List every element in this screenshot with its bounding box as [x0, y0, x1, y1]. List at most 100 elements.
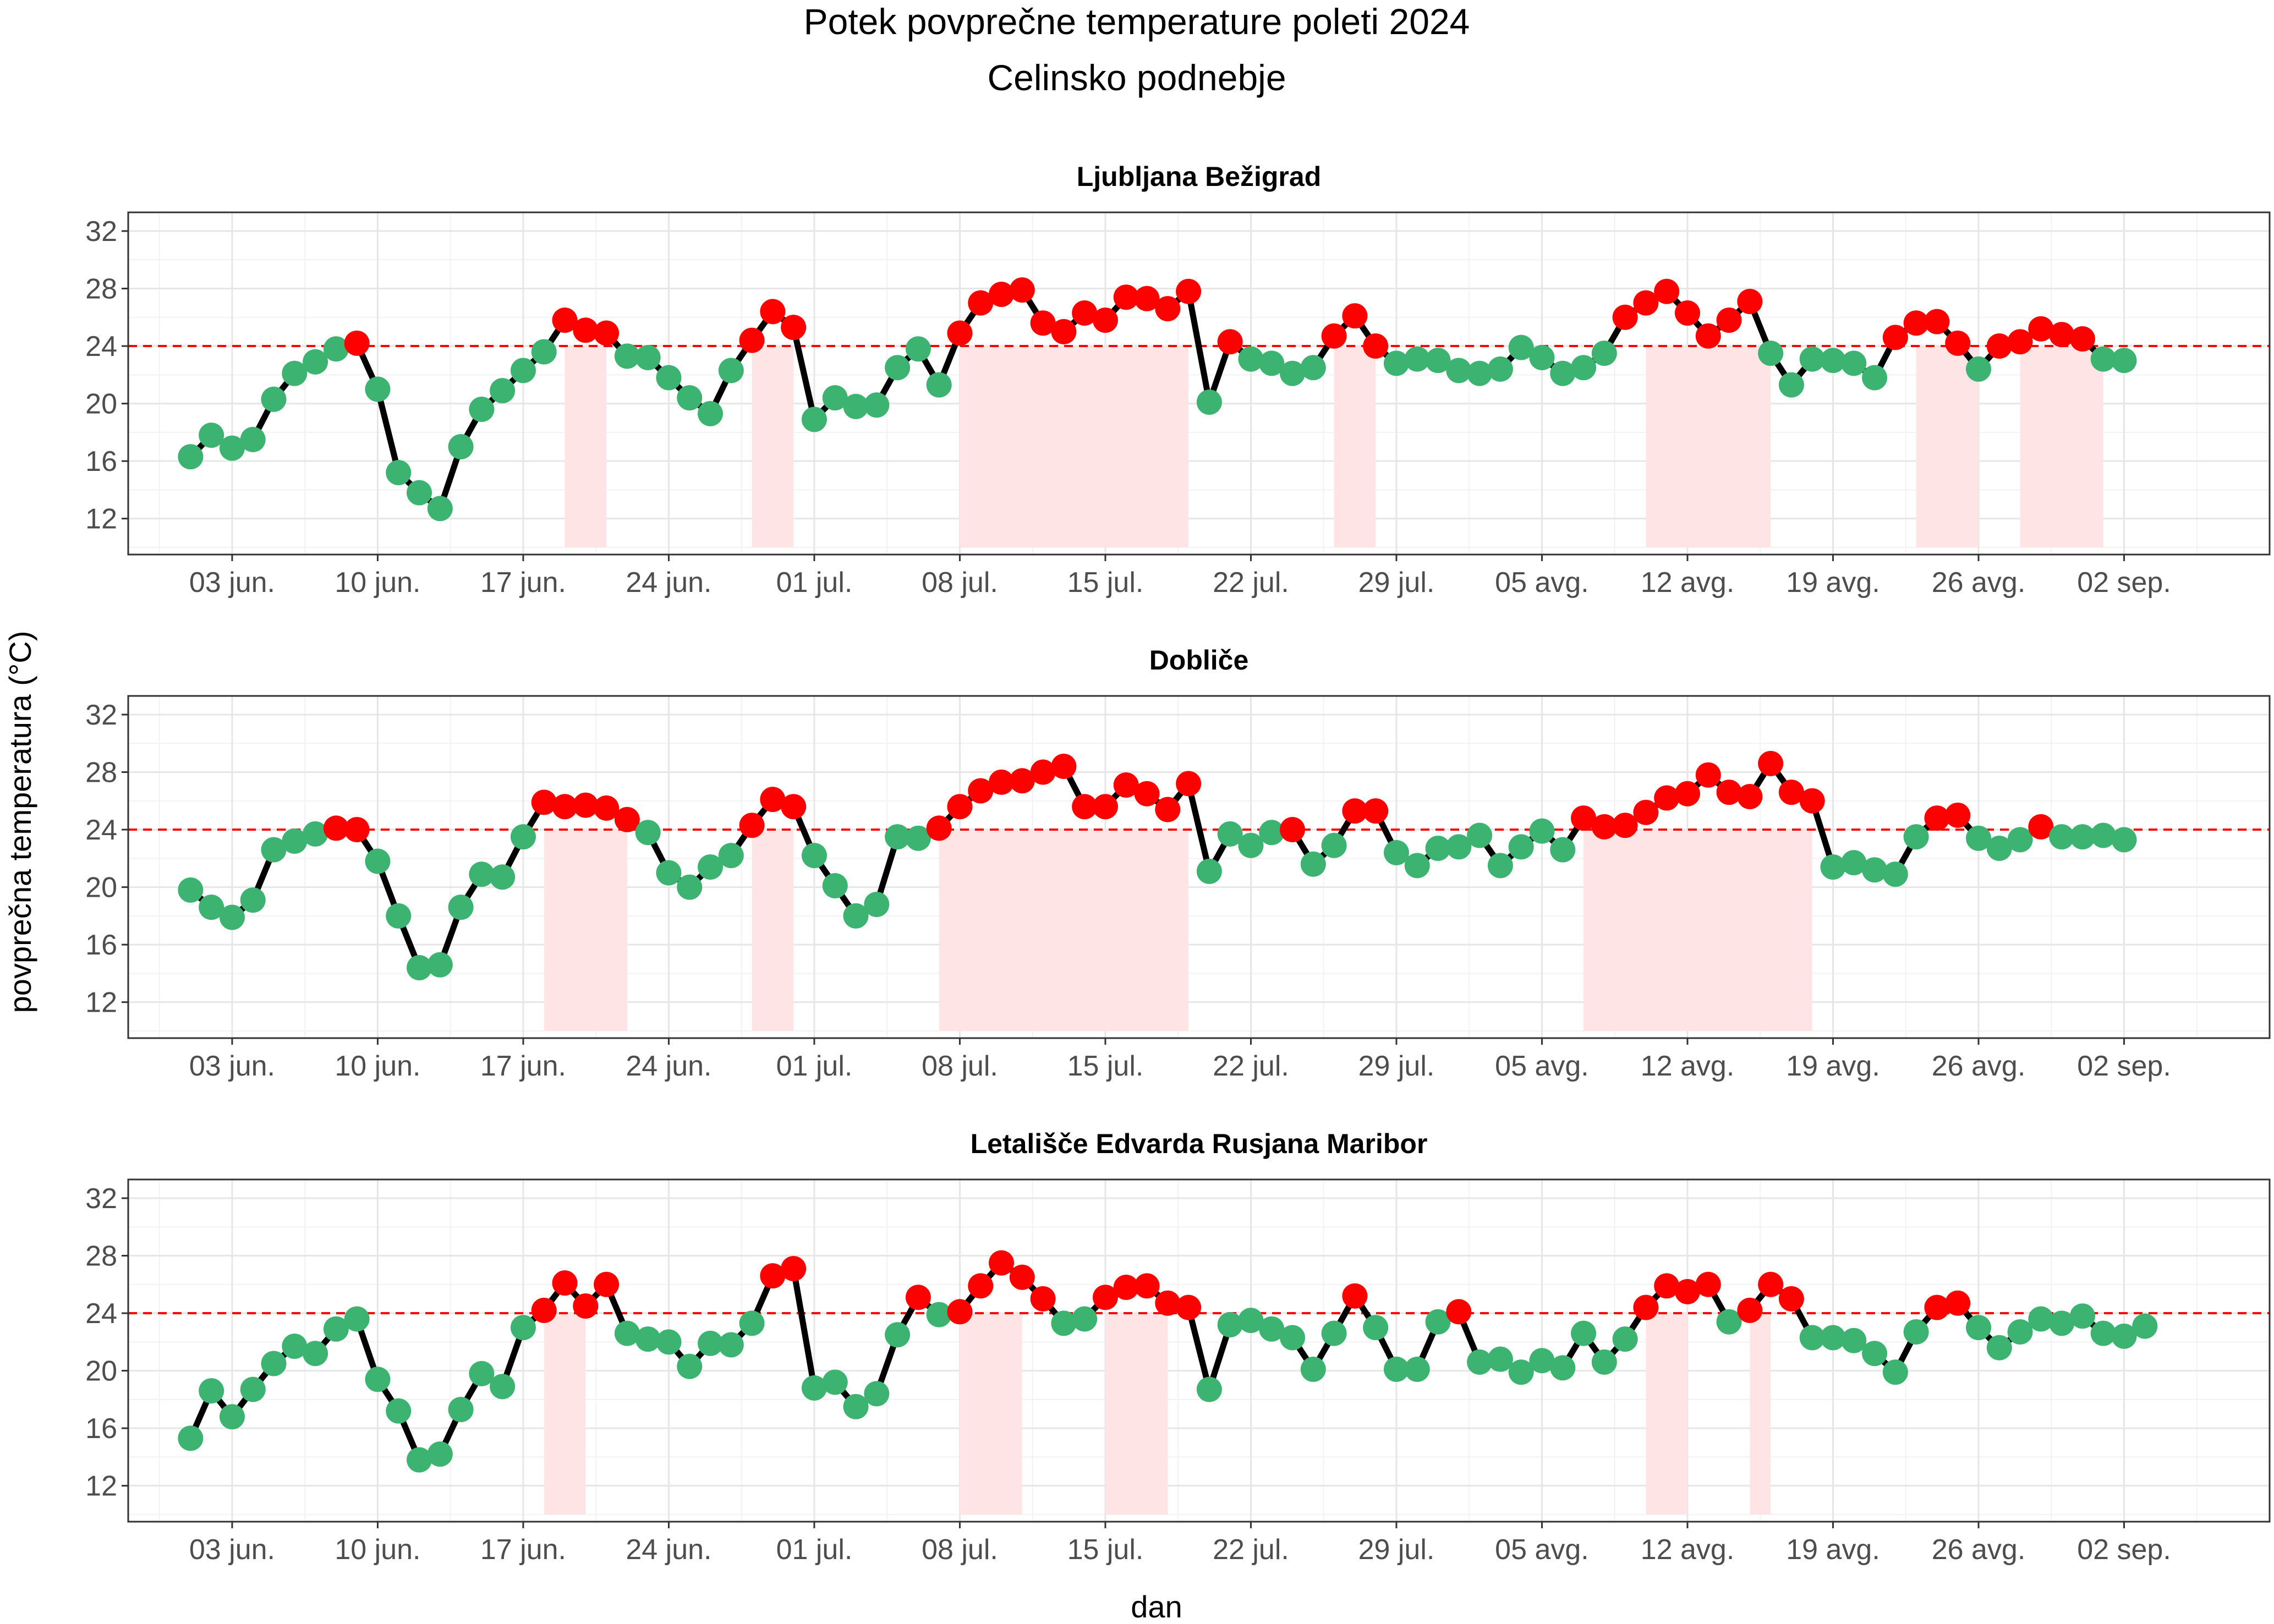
data-point: [1654, 1273, 1680, 1299]
data-point: [1612, 813, 1638, 838]
data-point: [1051, 1310, 1077, 1336]
data-point: [448, 1397, 474, 1423]
data-point: [1383, 350, 1409, 376]
data-point: [1425, 836, 1451, 862]
data-point: [427, 496, 453, 522]
x-tick-label: 29 jul.: [1358, 1050, 1435, 1082]
heatwave-shade: [752, 830, 794, 1031]
data-point: [1196, 1376, 1222, 1402]
data-point: [1633, 290, 1659, 316]
data-point: [1092, 308, 1118, 333]
data-point: [1009, 768, 1035, 794]
data-point: [1134, 286, 1160, 311]
data-point: [490, 864, 516, 890]
data-point: [1986, 836, 2012, 862]
data-point: [469, 1360, 495, 1386]
data-point: [864, 392, 890, 418]
data-point: [2028, 316, 2054, 342]
data-point: [1321, 1320, 1347, 1346]
x-tick-label: 19 avg.: [1786, 1534, 1880, 1566]
data-point: [635, 344, 661, 370]
data-point: [760, 1263, 786, 1289]
data-point: [282, 360, 308, 386]
data-point: [1758, 1271, 1784, 1297]
heatwave-shade: [1583, 830, 1812, 1031]
data-point: [1508, 334, 1534, 360]
x-tick-label: 19 avg.: [1786, 1050, 1880, 1082]
data-point: [2090, 1320, 2116, 1346]
x-tick-label: 22 jul.: [1213, 567, 1289, 599]
data-point: [1446, 358, 1472, 383]
data-point: [531, 339, 557, 365]
data-point: [2069, 1303, 2095, 1329]
data-point: [1300, 355, 1326, 381]
data-point: [1363, 798, 1389, 824]
data-point: [926, 815, 952, 841]
panel-title: Letališče Edvarda Rusjana Maribor: [971, 1128, 1428, 1159]
data-point: [2069, 326, 2095, 352]
data-point: [303, 349, 328, 375]
data-point: [1820, 854, 1846, 880]
y-tick-label: 12: [85, 1471, 117, 1502]
x-tick-label: 29 jul.: [1358, 567, 1435, 599]
data-point: [1862, 365, 1888, 391]
data-point: [1467, 1349, 1493, 1375]
data-point: [1176, 771, 1202, 797]
data-point: [1778, 372, 1804, 398]
data-point: [989, 1250, 1015, 1276]
data-point: [1446, 834, 1472, 860]
data-point: [594, 1271, 620, 1297]
data-point: [614, 343, 640, 369]
data-point: [365, 376, 391, 402]
y-tick-label: 24: [85, 331, 117, 363]
x-tick-label: 01 jul.: [776, 1050, 853, 1082]
data-point: [1134, 781, 1160, 806]
x-tick-label: 03 jun.: [189, 567, 275, 599]
heatwave-shade: [565, 346, 607, 547]
data-point: [1280, 1325, 1306, 1351]
data-point: [2111, 348, 2137, 374]
data-point: [1072, 1306, 1098, 1332]
y-tick-label: 12: [85, 503, 117, 535]
data-point: [261, 837, 287, 863]
data-point: [843, 903, 869, 929]
data-point: [469, 862, 495, 887]
data-point: [1467, 822, 1493, 848]
data-point: [1030, 1286, 1056, 1312]
data-point: [1862, 857, 1888, 883]
y-tick-label: 16: [85, 929, 117, 961]
data-point: [448, 895, 474, 920]
data-point: [1529, 1348, 1555, 1374]
data-point: [1674, 300, 1700, 326]
chart-subtitle: Celinsko podnebje: [987, 57, 1286, 98]
data-point: [905, 336, 931, 362]
data-point: [199, 1378, 224, 1404]
x-tick-label: 15 jul.: [1067, 1534, 1144, 1566]
data-point: [1591, 1349, 1617, 1375]
data-point: [905, 1285, 931, 1310]
data-point: [989, 281, 1015, 307]
data-point: [2090, 822, 2116, 848]
heatwave-shade: [1334, 346, 1376, 547]
data-point: [635, 820, 661, 846]
data-point: [864, 891, 890, 917]
data-point: [1882, 862, 1908, 887]
data-point: [1799, 788, 1825, 814]
data-point: [1363, 333, 1389, 359]
data-point: [1113, 284, 1139, 310]
data-point: [1072, 300, 1098, 326]
data-point: [1092, 1285, 1118, 1310]
panel-title: Ljubljana Bežigrad: [1077, 161, 1322, 192]
heatwave-shade: [1646, 346, 1771, 547]
data-point: [386, 1398, 412, 1424]
y-tick-label: 28: [85, 1241, 117, 1272]
data-point: [885, 1322, 911, 1348]
data-point: [531, 1297, 557, 1323]
data-point: [1529, 344, 1555, 370]
x-tick-label: 08 jul.: [922, 1534, 998, 1566]
data-point: [344, 817, 370, 843]
data-point: [677, 1353, 703, 1379]
data-point: [386, 460, 412, 486]
